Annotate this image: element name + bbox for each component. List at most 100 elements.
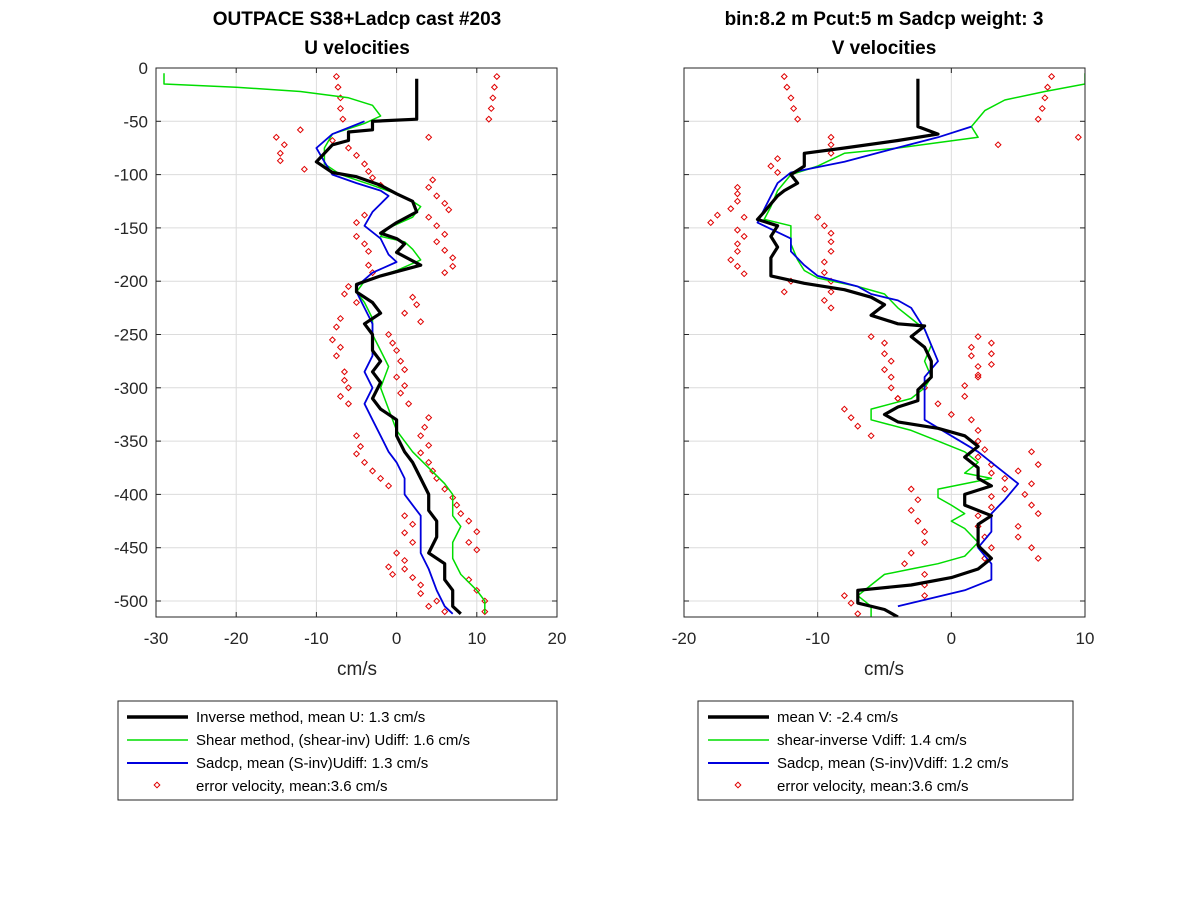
- u-x-tick-label: -10: [304, 629, 329, 648]
- u-y-tick-label: -50: [123, 112, 148, 131]
- v-error-velocity-marker: [921, 592, 929, 600]
- v-error-velocity-marker: [733, 183, 742, 191]
- u-chart-title: OUTPACE S38+Ladcp cast #203: [213, 9, 501, 30]
- u-error-velocity-marker: [344, 400, 353, 408]
- u-error-velocity-marker: [425, 133, 433, 141]
- u-legend-label-shear: Shear method, (shear-inv) Udiff: 1.6 cm/…: [196, 732, 470, 749]
- u-error-velocity-marker: [340, 376, 349, 384]
- v-error-velocity-marker: [987, 503, 995, 511]
- u-error-velocity-marker: [425, 213, 433, 221]
- v-error-velocity-marker: [961, 382, 969, 390]
- v-legend-label-error: error velocity, mean:3.6 cm/s: [777, 778, 968, 795]
- v-error-velocity-marker: [827, 133, 835, 141]
- u-error-velocity-marker: [276, 149, 284, 157]
- u-error-velocity-marker: [276, 157, 284, 165]
- v-error-velocity-marker: [880, 339, 889, 347]
- u-series: [163, 72, 501, 616]
- u-error-velocity-marker: [296, 126, 304, 134]
- v-legend-label-sadcp: Sadcp, mean (S-inv)Vdiff: 1.2 cm/s: [777, 755, 1008, 772]
- u-error-velocity-marker: [393, 373, 401, 381]
- u-error-velocity-marker: [425, 441, 433, 449]
- u-error-velocity-marker: [356, 442, 365, 450]
- u-x-tick-label: 0: [392, 629, 401, 648]
- u-error-velocity-marker: [339, 115, 347, 123]
- v-chart-title: bin:8.2 m Pcut:5 m Sadcp weight: 3: [725, 9, 1044, 30]
- u-y-tick-label: -350: [114, 432, 148, 451]
- v-error-velocity-marker: [921, 538, 929, 546]
- u-legend-label-inverse: Inverse method, mean U: 1.3 cm/s: [196, 709, 425, 726]
- u-error-velocity-marker: [473, 546, 481, 554]
- u-x-tick-label: -30: [144, 629, 169, 648]
- v-error-velocity-marker: [987, 493, 995, 501]
- u-error-velocity-marker: [352, 298, 361, 307]
- v-axes-box: [683, 67, 1086, 618]
- v-error-velocity-marker: [827, 238, 835, 246]
- v-error-velocity-marker: [740, 270, 748, 278]
- v-error-velocity-marker: [733, 247, 742, 255]
- u-error-velocity-marker: [385, 563, 393, 571]
- v-error-velocity-marker: [847, 414, 855, 422]
- u-inverse-line: [314, 78, 462, 615]
- v-error-velocity-marker: [1027, 448, 1036, 456]
- u-error-velocity-marker: [352, 151, 361, 159]
- v-error-velocity-marker: [907, 506, 915, 514]
- u-x-tick-label: -20: [224, 629, 249, 648]
- u-error-velocity-marker: [332, 352, 340, 360]
- u-error-velocity-marker: [413, 301, 421, 309]
- u-error-velocity-marker: [332, 72, 340, 81]
- v-error-velocity-marker: [1041, 94, 1049, 102]
- u-error-velocity-marker: [364, 247, 373, 255]
- v-error-velocity-marker: [740, 232, 748, 240]
- v-error-velocity-marker: [974, 512, 982, 520]
- u-legend-label-sadcp: Sadcp, mean (S-inv)Udiff: 1.3 cm/s: [196, 755, 428, 772]
- v-x-tick-label: 0: [947, 629, 956, 648]
- v-error-velocity-marker: [1014, 467, 1022, 475]
- v-error-velocity-marker: [914, 496, 922, 504]
- v-error-velocity-marker: [1074, 133, 1082, 141]
- v-error-velocity-marker: [820, 269, 828, 277]
- v-error-velocity-marker: [774, 168, 782, 177]
- v-error-velocity-marker: [733, 262, 742, 270]
- u-y-tick-label: -250: [114, 326, 148, 345]
- u-error-velocity-marker: [441, 608, 449, 616]
- v-error-velocity-marker: [840, 592, 848, 600]
- v-error-velocity-marker: [1001, 474, 1009, 482]
- u-error-velocity-marker: [409, 293, 417, 301]
- u-y-tick-label: -100: [114, 166, 148, 185]
- v-error-velocity-marker: [820, 258, 828, 266]
- v-error-velocity-marker: [1034, 554, 1042, 562]
- u-error-velocity-marker: [433, 238, 441, 246]
- v-error-velocity-marker: [961, 392, 969, 400]
- u-error-velocity-marker: [449, 262, 457, 270]
- v-error-velocity-marker: [921, 528, 929, 536]
- v-x-tick-label: -10: [805, 629, 830, 648]
- u-error-velocity-marker: [481, 608, 489, 616]
- v-error-velocity-marker: [974, 437, 982, 445]
- v-error-velocity-marker: [1014, 522, 1022, 530]
- u-error-velocity-marker: [493, 72, 501, 81]
- u-error-velocity-marker: [405, 400, 413, 408]
- v-error-velocity-marker: [827, 229, 835, 237]
- v-error-velocity-marker: [1048, 72, 1056, 81]
- u-error-velocity-marker: [397, 357, 405, 365]
- v-error-velocity-marker: [787, 94, 795, 102]
- u-error-velocity-marker: [465, 517, 473, 525]
- u-error-velocity-marker: [389, 339, 397, 347]
- u-error-velocity-marker: [340, 368, 349, 376]
- v-error-velocity-marker: [727, 256, 735, 264]
- u-error-velocity-marker: [421, 423, 429, 431]
- v-error-velocity-marker: [1034, 115, 1042, 123]
- u-error-velocity-marker: [340, 290, 349, 298]
- u-error-velocity-marker: [489, 94, 497, 102]
- v-error-velocity-marker: [1027, 501, 1036, 509]
- v-error-velocity-marker: [947, 410, 955, 418]
- v-error-velocity-marker: [974, 371, 982, 379]
- u-error-velocity-marker: [401, 556, 409, 565]
- v-error-velocity-marker: [820, 296, 828, 304]
- u-error-velocity-marker: [272, 133, 280, 141]
- v-error-velocity-marker: [1014, 533, 1022, 541]
- v-error-velocity-marker: [847, 599, 855, 607]
- v-x-ticks: -20 -10 0 10: [672, 68, 1094, 648]
- u-legend-label-error: error velocity, mean:3.6 cm/s: [196, 778, 387, 795]
- u-error-velocity-marker: [425, 602, 433, 610]
